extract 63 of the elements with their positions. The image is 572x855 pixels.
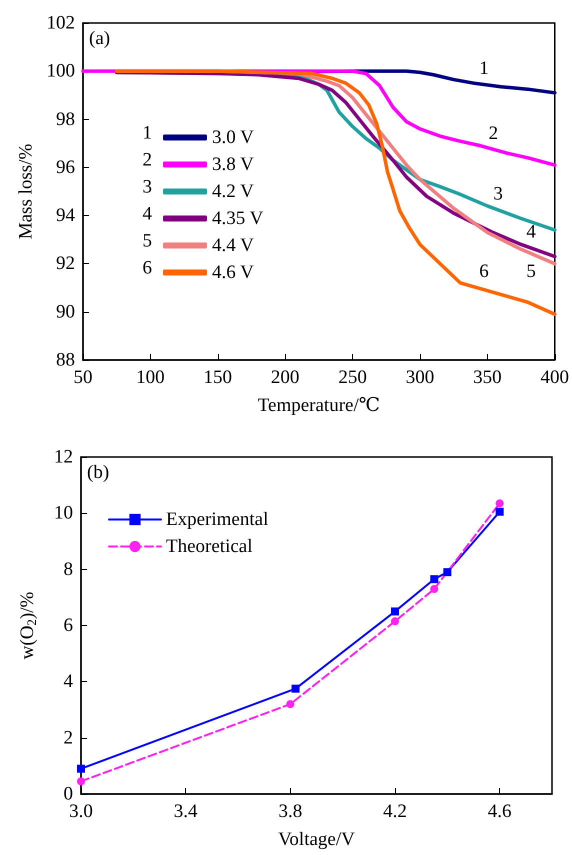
y-tick-label: 8 — [64, 558, 73, 580]
text: 1 — [142, 122, 152, 144]
x-axis-title: Voltage/V — [278, 829, 356, 850]
y-tick-label: 12 — [54, 446, 73, 468]
text: 3 — [142, 176, 152, 198]
y-tick-label: 98 — [56, 108, 75, 130]
point — [292, 684, 300, 693]
legend-label: 4.35 V — [212, 208, 264, 229]
y-tick-label: 90 — [56, 301, 75, 322]
point — [443, 568, 452, 576]
legend-label: 4.4 V — [212, 235, 254, 256]
y-tick-label: 2 — [64, 727, 73, 748]
legend-label: 4.6 V — [212, 262, 254, 283]
x-tick-label: 200 — [270, 367, 300, 388]
y-axis-title: w(O2)/% — [17, 591, 39, 660]
x-tick-label: 400 — [540, 367, 569, 388]
point — [391, 617, 399, 626]
annotation: 4 — [526, 222, 536, 243]
x-tick-label: 50 — [74, 367, 92, 388]
text: 6 — [142, 258, 152, 278]
y-tick-label: 102 — [46, 12, 75, 34]
annotation: (b) — [87, 462, 110, 483]
y-tick-label: 96 — [56, 156, 75, 178]
annotation: 2 — [488, 122, 498, 144]
x-tick-label: 150 — [204, 367, 232, 388]
legend-label: Experimental — [166, 509, 268, 530]
annotation: 6 — [479, 261, 489, 282]
annotation: (a) — [89, 28, 110, 49]
text: 4 — [142, 204, 152, 224]
x-tick-label: 100 — [136, 367, 165, 388]
annotation: 1 — [479, 58, 489, 80]
point — [496, 499, 504, 508]
x-axis-title: Temperature/℃ — [258, 395, 380, 416]
x-tick-label: 3.4 — [174, 801, 198, 822]
legend-label: Theoretical — [166, 536, 253, 557]
point — [496, 508, 504, 516]
y-axis-title: Mass loss/% — [16, 144, 37, 240]
y-tick-label: 100 — [46, 60, 75, 82]
y-tick-label: 92 — [56, 253, 75, 274]
point — [391, 607, 399, 616]
y-tick-label: 6 — [64, 615, 73, 636]
point — [286, 700, 294, 708]
x-tick-label: 3.8 — [278, 801, 302, 822]
annotation: 3 — [493, 183, 503, 204]
x-tick-label: 4.6 — [488, 801, 512, 822]
x-tick-label: 250 — [338, 367, 367, 388]
text: 2 — [142, 150, 152, 170]
annotation: 5 — [526, 261, 536, 282]
point — [430, 575, 438, 584]
y-tick-label: 4 — [64, 671, 74, 692]
y-tick-label: 10 — [54, 502, 73, 524]
x-tick-label: 350 — [473, 367, 502, 388]
point — [77, 777, 85, 786]
text: 5 — [142, 230, 152, 252]
x-tick-label: 300 — [406, 367, 434, 388]
x-tick-label: 4.2 — [383, 801, 407, 822]
y-tick-label: 88 — [56, 350, 75, 370]
y-tick-label: 94 — [56, 205, 76, 226]
legend-label: 4.2 V — [212, 181, 254, 202]
point — [430, 584, 438, 593]
legend-label: 3.0 V — [212, 127, 254, 148]
point — [77, 764, 85, 773]
legend-label: 3.8 V — [212, 154, 254, 175]
